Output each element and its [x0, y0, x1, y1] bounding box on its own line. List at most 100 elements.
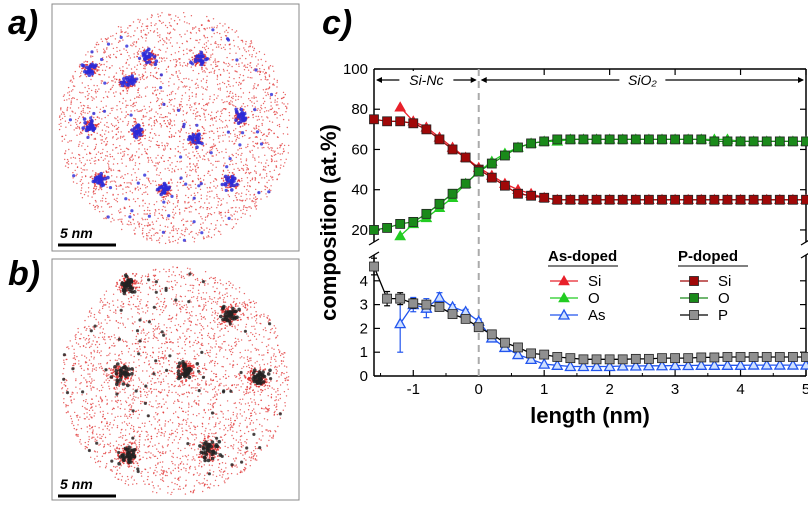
background-atom-dot — [177, 16, 179, 19]
background-atom-dot — [97, 205, 100, 208]
background-atom-dot — [97, 321, 100, 323]
background-atom-dot — [197, 86, 199, 89]
background-atom-dot — [156, 97, 159, 99]
background-atom-dot — [119, 184, 122, 186]
background-atom-dot — [163, 120, 165, 122]
background-atom-dot — [174, 52, 176, 54]
background-atom-dot — [108, 388, 111, 390]
background-atom-dot — [202, 158, 204, 160]
background-atom-dot — [113, 407, 115, 410]
background-atom-dot — [235, 81, 237, 84]
background-atom-dot — [120, 29, 122, 31]
background-atom-dot — [153, 31, 155, 33]
background-atom-dot — [127, 121, 130, 123]
background-atom-dot — [238, 402, 241, 404]
background-atom-dot — [135, 176, 138, 179]
background-atom-dot — [107, 131, 110, 133]
background-atom-dot — [190, 421, 192, 424]
dopant-atom-dot — [242, 118, 246, 122]
background-atom-dot — [257, 63, 259, 65]
background-atom-dot — [115, 188, 118, 190]
background-atom-dot — [214, 42, 216, 44]
background-atom-dot — [216, 83, 219, 86]
background-atom-dot — [107, 114, 109, 117]
background-atom-dot — [146, 396, 148, 398]
background-atom-dot — [275, 153, 277, 156]
background-atom-dot — [135, 461, 137, 463]
background-atom-dot — [218, 141, 221, 143]
background-atom-dot — [184, 200, 186, 203]
background-atom-dot — [121, 111, 123, 113]
background-atom-dot — [245, 206, 247, 209]
background-atom-dot — [253, 193, 256, 196]
background-atom-dot — [180, 358, 182, 361]
background-atom-dot — [208, 131, 211, 133]
background-atom-dot — [85, 329, 87, 331]
background-atom-dot — [171, 429, 173, 432]
background-atom-dot — [194, 332, 196, 334]
background-atom-dot — [212, 139, 215, 141]
background-atom-dot — [68, 148, 70, 151]
background-atom-dot — [135, 41, 138, 43]
background-atom-dot — [62, 373, 64, 375]
background-atom-dot — [206, 207, 208, 209]
background-atom-dot — [178, 78, 180, 81]
background-atom-dot — [191, 230, 193, 233]
background-atom-dot — [287, 152, 289, 154]
background-atom-dot — [123, 207, 126, 210]
background-atom-dot — [160, 373, 162, 375]
background-atom-dot — [246, 167, 248, 169]
background-atom-dot — [282, 118, 285, 121]
background-atom-dot — [153, 382, 156, 384]
background-atom-dot — [175, 58, 177, 61]
background-atom-dot — [107, 81, 109, 84]
background-atom-dot — [192, 199, 194, 201]
background-atom-dot — [104, 425, 106, 427]
background-atom-dot — [128, 220, 130, 222]
background-atom-dot — [249, 99, 251, 102]
background-atom-dot — [95, 187, 97, 190]
background-atom-dot — [179, 476, 181, 478]
background-atom-dot — [125, 100, 127, 102]
background-atom-dot — [258, 51, 261, 53]
background-atom-dot — [224, 134, 226, 136]
background-atom-dot — [116, 78, 118, 81]
background-atom-dot — [213, 143, 215, 145]
background-atom-dot — [109, 359, 111, 362]
background-atom-dot — [207, 47, 210, 50]
background-atom-dot — [84, 339, 87, 341]
background-atom-dot — [139, 78, 142, 81]
background-atom-dot — [61, 117, 64, 120]
background-atom-dot — [174, 148, 177, 150]
background-atom-dot — [137, 186, 139, 188]
background-atom-dot — [173, 109, 175, 111]
background-atom-dot — [121, 475, 124, 478]
background-atom-dot — [198, 365, 200, 368]
background-atom-dot — [209, 196, 211, 198]
background-atom-dot — [199, 207, 201, 209]
background-atom-dot — [115, 185, 118, 188]
background-atom-dot — [122, 188, 124, 190]
scattered-dopant-dot — [179, 155, 183, 159]
background-atom-dot — [181, 81, 184, 84]
background-atom-dot — [189, 169, 191, 171]
background-atom-dot — [133, 361, 135, 363]
background-atom-dot — [229, 85, 231, 88]
background-atom-dot — [138, 205, 141, 207]
background-atom-dot — [86, 447, 89, 449]
background-atom-dot — [107, 164, 110, 166]
background-atom-dot — [200, 393, 202, 395]
background-atom-dot — [158, 161, 161, 163]
background-atom-dot — [120, 465, 122, 467]
background-atom-dot — [93, 349, 95, 352]
background-atom-dot — [154, 325, 157, 327]
background-atom-dot — [236, 192, 238, 194]
background-atom-dot — [186, 85, 188, 88]
cluster-atom-dot — [142, 124, 145, 127]
background-atom-dot — [100, 80, 103, 82]
background-atom-dot — [183, 323, 185, 325]
dopant-atom-dot — [241, 114, 245, 118]
background-atom-dot — [106, 203, 109, 205]
background-atom-dot — [246, 333, 248, 335]
background-atom-dot — [119, 108, 122, 110]
